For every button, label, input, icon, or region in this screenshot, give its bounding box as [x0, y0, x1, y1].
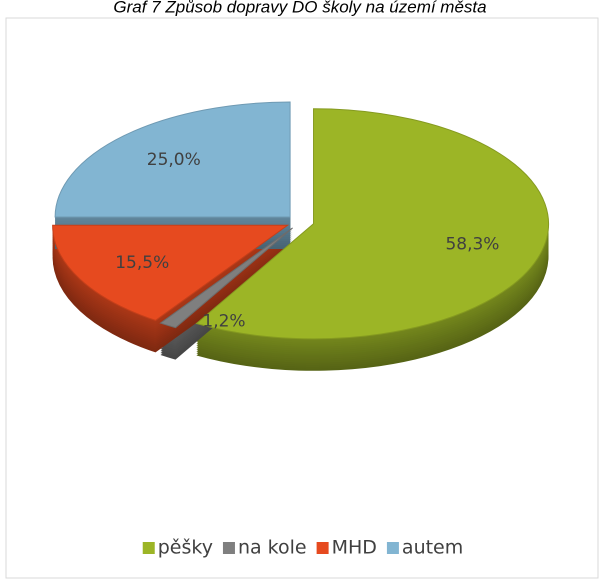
data-label: 58,3% — [445, 235, 499, 255]
chart-title: Graf 7 Způsob dopravy DO školy na území … — [113, 0, 486, 16]
legend-label: na kole — [238, 537, 307, 559]
legend: pěšky na kole MHD autem — [142, 537, 463, 559]
slice — [52, 224, 290, 321]
legend-swatch — [386, 542, 399, 554]
legend-label: autem — [402, 537, 463, 559]
slice — [195, 108, 550, 340]
legend-swatch — [316, 542, 329, 554]
legend-label: MHD — [332, 537, 377, 559]
pie-tops — [52, 101, 550, 340]
data-label: 25,0% — [147, 150, 201, 170]
data-label: 15,5% — [115, 253, 169, 273]
slice — [54, 101, 291, 218]
legend-label: pěšky — [158, 537, 213, 559]
legend-swatch — [142, 542, 155, 554]
slice — [159, 227, 293, 329]
data-label: 1,2% — [202, 312, 245, 332]
legend-swatch — [222, 542, 235, 554]
